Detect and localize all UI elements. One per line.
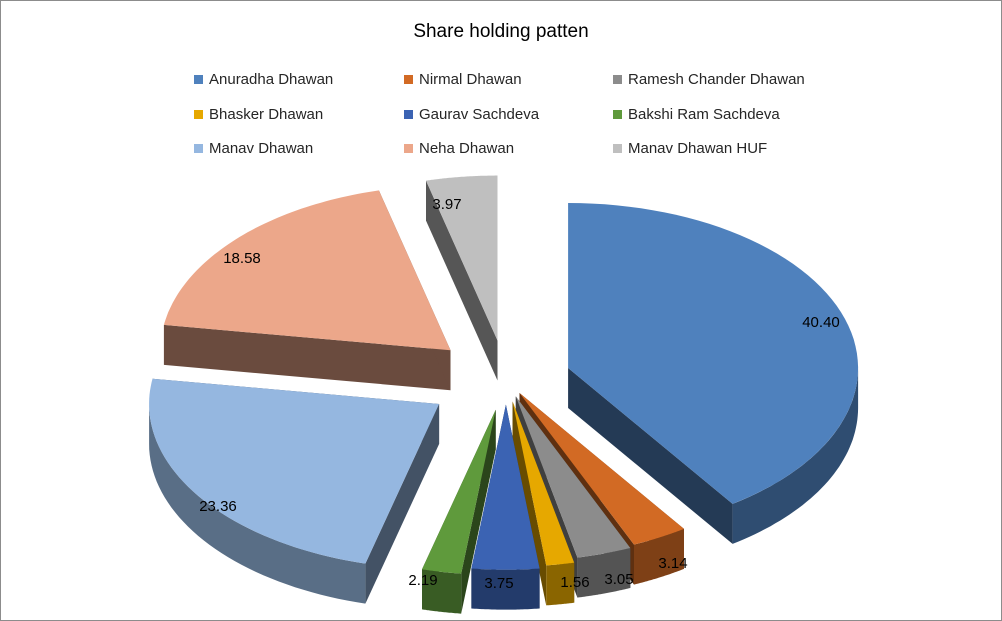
legend-item: Bhasker Dhawan bbox=[194, 104, 323, 124]
pie-slice-side bbox=[634, 528, 684, 585]
legend-label: Bakshi Ram Sachdeva bbox=[628, 105, 780, 123]
legend-label: Ramesh Chander Dhawan bbox=[628, 70, 805, 88]
legend-swatch bbox=[613, 143, 622, 153]
data-label: 1.56 bbox=[560, 574, 589, 591]
pie-slice bbox=[149, 378, 440, 564]
data-label: 3.75 bbox=[484, 575, 513, 592]
pie-slice-wall bbox=[568, 368, 733, 544]
pie-slice-wall bbox=[365, 404, 440, 604]
legend-item: Anuradha Dhawan bbox=[194, 69, 333, 89]
legend-label: Manav Dhawan HUF bbox=[628, 139, 768, 157]
data-label: 18.58 bbox=[223, 250, 261, 267]
data-label: 40.40 bbox=[802, 314, 840, 331]
legend-label: Neha Dhawan bbox=[419, 139, 515, 157]
legend-item: Manav Dhawan bbox=[194, 138, 313, 158]
pie-slice bbox=[471, 404, 540, 570]
data-label: 23.36 bbox=[199, 498, 237, 515]
pie-slice bbox=[519, 393, 684, 545]
legend-item: Manav Dhawan HUF bbox=[613, 138, 767, 158]
legend-item: Gaurav Sachdeva bbox=[404, 104, 539, 124]
legend-swatch bbox=[404, 109, 413, 119]
pie-slice bbox=[422, 409, 496, 574]
legend-item: Neha Dhawan bbox=[404, 138, 514, 158]
legend-swatch bbox=[194, 109, 203, 119]
pie-slice-side bbox=[422, 569, 462, 614]
legend-swatch bbox=[404, 143, 413, 153]
legend-label: Manav Dhawan bbox=[209, 139, 314, 157]
data-label: 3.05 bbox=[604, 571, 633, 588]
pie-slice bbox=[163, 190, 451, 351]
legend-label: Bhasker Dhawan bbox=[209, 105, 324, 123]
legend-swatch bbox=[404, 74, 413, 84]
legend-swatch bbox=[613, 74, 622, 84]
pie-slice bbox=[568, 203, 859, 504]
legend-label: Gaurav Sachdeva bbox=[419, 105, 540, 123]
legend-swatch bbox=[613, 109, 622, 119]
pie-slice-side bbox=[546, 562, 575, 606]
pie-slice bbox=[515, 396, 631, 558]
pie-slice-side bbox=[471, 568, 540, 610]
legend-swatch bbox=[194, 74, 203, 84]
pie-slice-wall bbox=[426, 180, 498, 381]
pie-slice-side bbox=[149, 404, 366, 604]
pie-slice bbox=[426, 175, 498, 341]
chart-title: Share holding patten bbox=[413, 21, 589, 42]
legend-item: Bakshi Ram Sachdeva bbox=[613, 104, 780, 124]
pie-slice-wall bbox=[512, 401, 547, 606]
legend-label: Anuradha Dhawan bbox=[209, 70, 334, 88]
legend-item: Ramesh Chander Dhawan bbox=[613, 69, 805, 89]
data-label: 2.19 bbox=[408, 572, 437, 589]
pie-slice bbox=[512, 401, 575, 566]
data-label: 3.14 bbox=[658, 555, 687, 572]
legend-item: Nirmal Dhawan bbox=[404, 69, 522, 89]
legend-label: Nirmal Dhawan bbox=[419, 70, 522, 88]
pie-slice-side bbox=[577, 548, 631, 598]
pie-slice-side bbox=[732, 368, 859, 544]
data-label: 3.97 bbox=[432, 196, 461, 213]
pie-slice-wall bbox=[163, 324, 451, 391]
legend-swatch bbox=[194, 143, 203, 153]
